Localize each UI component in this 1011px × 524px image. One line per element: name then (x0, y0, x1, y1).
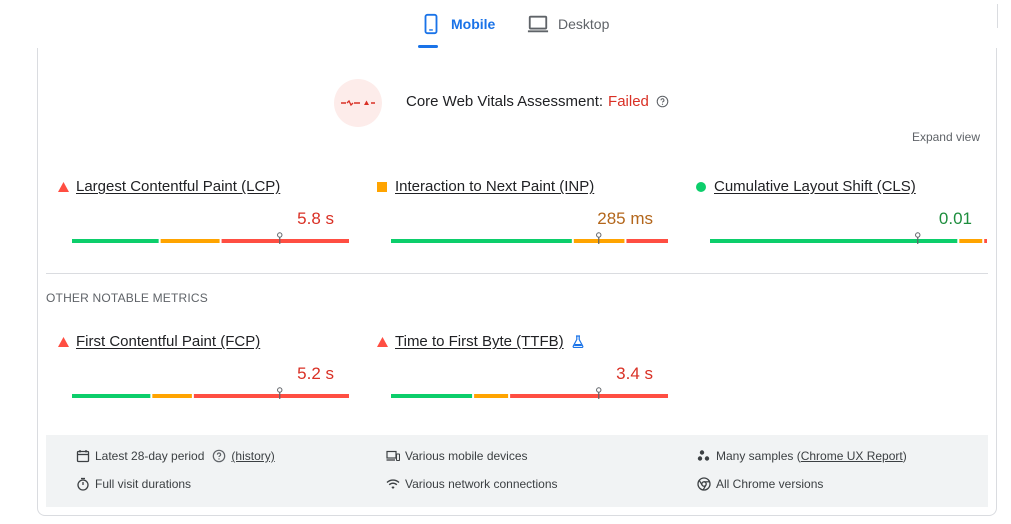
metric-fcp-value: 5.2 s (297, 364, 334, 383)
percentile-marker-dot (596, 387, 602, 393)
laptop-icon (527, 15, 549, 33)
info-durations: Full visit durations (76, 477, 191, 491)
metric-ttfb: Time to First Byte (TTFB) 3.4 s (375, 333, 668, 403)
panel-edge (997, 4, 998, 28)
history-link[interactable]: (history) (231, 449, 275, 463)
stopwatch-icon (77, 477, 89, 491)
calendar-icon (76, 450, 90, 463)
cwv-status: Failed (608, 93, 649, 110)
info-period-text: Latest 28-day period (95, 449, 205, 463)
bar-segment-good (391, 394, 473, 398)
bar-segment-poor (221, 239, 349, 243)
metric-inp: Interaction to Next Paint (INP) 285 ms (375, 178, 668, 248)
device-tabs: Mobile Desktop (0, 0, 1011, 48)
section-divider (46, 273, 988, 274)
bar-segment-poor (193, 394, 349, 398)
percentile-marker-dot (596, 232, 602, 238)
metric-cls-distribution-bar (710, 232, 987, 244)
metric-inp-value: 285 ms (597, 209, 653, 228)
wifi-icon (386, 479, 400, 489)
percentile-marker-dot (277, 387, 283, 393)
metric-cls: Cumulative Layout Shift (CLS) 0.01 (694, 178, 987, 248)
cwv-card (37, 48, 997, 516)
info-versions: All Chrome versions (697, 477, 823, 491)
tab-mobile-label: Mobile (451, 16, 496, 32)
info-devices-text: Various mobile devices (405, 449, 528, 463)
metric-cls-value: 0.01 (938, 209, 972, 228)
flask-icon[interactable] (572, 335, 584, 348)
metric-lcp-distribution-bar (72, 232, 349, 244)
bar-segment-needs-improvement (959, 239, 983, 243)
info-network: Various network connections (386, 477, 558, 491)
info-network-text: Various network connections (405, 477, 558, 491)
failed-metrics-icon (341, 99, 375, 107)
metric-ttfb-link[interactable]: Time to First Byte (TTFB) (395, 333, 564, 350)
percentile-marker-dot (915, 232, 921, 238)
bar-segment-needs-improvement (160, 239, 220, 243)
info-period: Latest 28-day period (history) (76, 449, 275, 463)
smartphone-icon (424, 13, 438, 35)
metric-lcp-link[interactable]: Largest Contentful Paint (LCP) (76, 178, 281, 195)
metric-ttfb-distribution-bar (391, 387, 668, 399)
chrome-icon (697, 477, 711, 491)
bar-segment-good (710, 239, 958, 243)
metric-fcp-distribution-bar (72, 387, 349, 399)
bar-segment-poor (984, 239, 987, 243)
cwv-title-text: Core Web Vitals Assessment: (406, 93, 604, 110)
bar-segment-good (391, 239, 572, 243)
poor-triangle-icon (56, 335, 70, 349)
info-durations-text: Full visit durations (95, 477, 192, 491)
metric-fcp: First Contentful Paint (FCP) 5.2 s (56, 333, 349, 403)
metric-cls-link[interactable]: Cumulative Layout Shift (CLS) (714, 178, 916, 195)
needs-improvement-square-icon (375, 180, 389, 194)
help-icon[interactable] (212, 449, 226, 463)
info-samples: Many samples (Chrome UX Report) (697, 449, 907, 463)
info-devices: Various mobile devices (386, 449, 528, 463)
percentile-marker-dot (277, 232, 283, 238)
bar-segment-needs-improvement (474, 394, 509, 398)
info-versions-text: All Chrome versions (716, 477, 824, 491)
info-samples-prefix: Many samples ( (716, 449, 801, 463)
bar-segment-good (72, 239, 159, 243)
metric-inp-distribution-bar (391, 232, 668, 244)
poor-triangle-icon (375, 335, 389, 349)
info-samples-suffix: ) (902, 449, 907, 463)
poor-triangle-icon (56, 180, 70, 194)
metric-fcp-link[interactable]: First Contentful Paint (FCP) (76, 333, 261, 350)
metric-lcp-value: 5.8 s (297, 209, 334, 228)
bar-segment-poor (626, 239, 668, 243)
tab-mobile[interactable]: Mobile (420, 0, 495, 48)
help-icon[interactable] (656, 95, 669, 108)
cwv-assessment-title: Core Web Vitals Assessment: Failed (406, 93, 669, 110)
metric-lcp: Largest Contentful Paint (LCP) 5.8 s (56, 178, 349, 248)
data-source-info: Latest 28-day period (history) Full visi… (46, 435, 988, 507)
metric-ttfb-value: 3.4 s (616, 364, 653, 383)
tab-desktop[interactable]: Desktop (527, 0, 609, 48)
other-metrics-heading: OTHER NOTABLE METRICS (46, 291, 208, 305)
bar-segment-poor (510, 394, 668, 398)
bar-segment-needs-improvement (152, 394, 192, 398)
expand-view-link[interactable]: Expand view (911, 130, 980, 144)
metric-inp-link[interactable]: Interaction to Next Paint (INP) (395, 178, 595, 195)
chrome-ux-report-link[interactable]: Chrome UX Report (800, 449, 903, 463)
bar-segment-good (72, 394, 151, 398)
devices-icon (386, 450, 400, 462)
tab-desktop-label: Desktop (558, 16, 610, 32)
samples-dots-icon (697, 450, 710, 461)
good-circle-icon (694, 180, 708, 194)
cwv-failed-badge (334, 79, 382, 127)
active-tab-indicator (418, 45, 438, 48)
